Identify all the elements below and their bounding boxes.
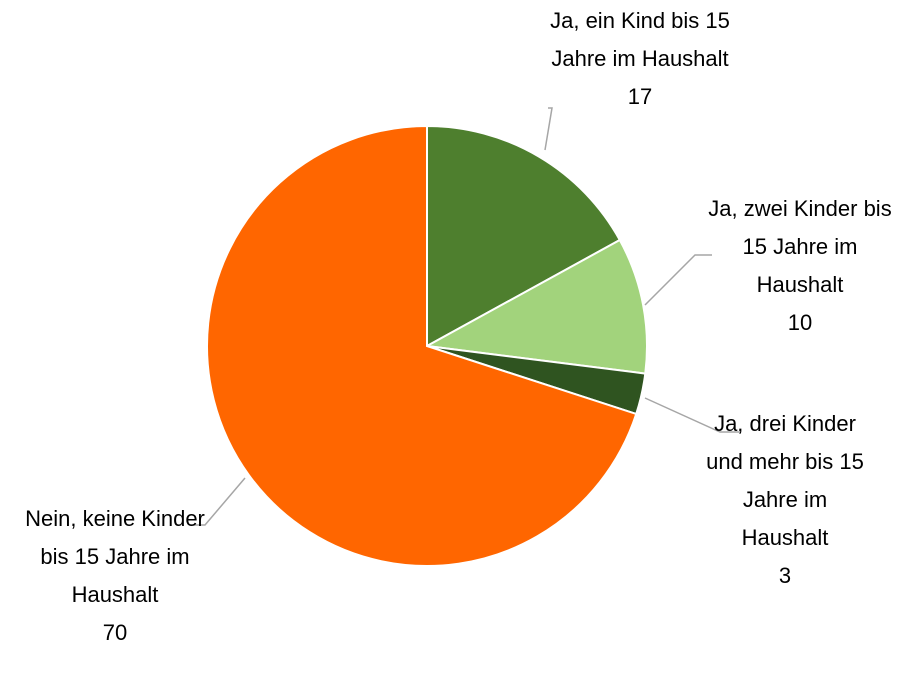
- label-category: Ja, zwei Kinder bis 15 Jahre im Haushalt: [708, 196, 892, 297]
- leader-line: [644, 397, 740, 433]
- data-label: Ja, ein Kind bis 15 Jahre im Haushalt 17: [545, 2, 735, 116]
- label-category: Nein, keine Kinder bis 15 Jahre im Haush…: [25, 506, 205, 607]
- leader-line: [190, 477, 246, 526]
- label-value: 10: [787, 310, 813, 335]
- label-value: 17: [627, 84, 653, 109]
- pie-slice: [426, 124, 622, 348]
- pie-slice: [206, 124, 638, 567]
- label-value: 70: [102, 620, 128, 645]
- label-category: Ja, ein Kind bis 15 Jahre im Haushalt: [550, 8, 730, 71]
- label-category: Ja, drei Kinder und mehr bis 15 Jahre im…: [706, 411, 864, 550]
- leader-line: [644, 254, 712, 306]
- data-label: Ja, zwei Kinder bis 15 Jahre im Haushalt…: [705, 190, 895, 342]
- pie-slice: [423, 238, 648, 375]
- data-label: Nein, keine Kinder bis 15 Jahre im Haush…: [20, 500, 210, 652]
- label-value: 3: [778, 563, 792, 588]
- leader-line: [544, 107, 553, 151]
- data-label: Ja, drei Kinder und mehr bis 15 Jahre im…: [700, 405, 870, 595]
